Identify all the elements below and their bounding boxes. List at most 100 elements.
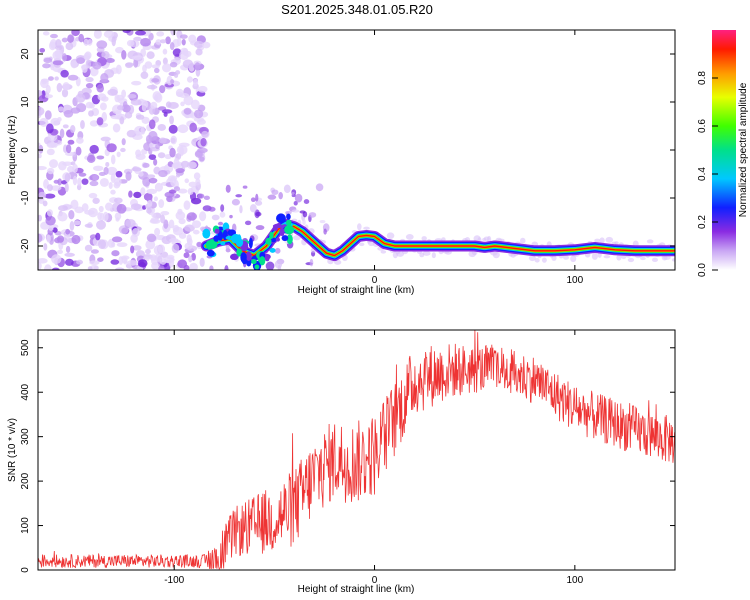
noise-blob	[274, 260, 283, 269]
noise-blob	[155, 143, 160, 150]
noise-blob	[487, 235, 492, 243]
noise-blob	[292, 235, 301, 241]
noise-blob	[81, 203, 89, 212]
noise-blob	[89, 180, 99, 187]
ridge-blob	[240, 252, 247, 263]
noise-blob	[63, 109, 74, 118]
noise-blob	[83, 52, 91, 61]
noise-blob	[84, 244, 93, 252]
noise-blob	[44, 94, 53, 99]
noise-blob	[651, 257, 659, 263]
noise-blob	[153, 245, 163, 255]
noise-blob	[61, 88, 69, 98]
noise-blob	[671, 258, 675, 262]
noise-blob	[131, 228, 140, 237]
noise-blob	[155, 253, 162, 262]
noise-blob	[85, 77, 94, 83]
noise-blob	[100, 136, 111, 142]
noise-blob	[170, 176, 177, 187]
noise-blob	[191, 252, 196, 261]
noise-blob	[50, 33, 58, 39]
noise-blob	[38, 261, 42, 270]
noise-blob	[61, 37, 68, 43]
noise-blob	[42, 63, 51, 69]
noise-blob	[81, 64, 88, 73]
noise-blob	[38, 214, 42, 222]
noise-blob	[51, 267, 60, 270]
noise-blob	[102, 211, 109, 222]
noise-blob	[56, 82, 63, 93]
noise-blob	[38, 106, 45, 116]
noise-blob	[570, 255, 577, 263]
colorbar: 0.0 0.2 0.4 0.6 0.8 Normalized spectral ampl…	[697, 30, 749, 277]
bottom-y-tick-label: 500	[20, 339, 31, 356]
noise-blob	[158, 169, 168, 178]
noise-blob	[135, 153, 146, 160]
noise-blob	[151, 78, 160, 83]
noise-blob	[115, 46, 124, 54]
noise-blob	[52, 227, 58, 233]
noise-blob	[111, 36, 116, 47]
ridge-blob	[284, 225, 295, 235]
noise-blob	[85, 82, 94, 89]
noise-blob	[178, 188, 188, 194]
noise-blob	[169, 61, 178, 68]
noise-blob	[149, 254, 158, 261]
noise-blob	[380, 250, 387, 254]
bottom-x-tick-label: -100	[164, 575, 184, 586]
noise-blob	[169, 115, 174, 125]
noise-blob	[64, 258, 74, 266]
spectrogram-ridge	[200, 213, 675, 270]
noise-blob	[127, 93, 137, 99]
noise-blob	[175, 168, 185, 174]
noise-blob	[594, 238, 601, 243]
colorbar-gradient	[712, 30, 736, 270]
noise-blob	[603, 255, 611, 259]
bottom-y-tick-label: 100	[20, 517, 31, 534]
noise-blob	[97, 257, 104, 262]
noise-blob	[42, 31, 50, 36]
noise-blob	[57, 205, 68, 212]
noise-blob	[110, 173, 116, 184]
noise-blob	[640, 256, 646, 261]
noise-blob	[45, 215, 56, 226]
noise-blob	[184, 224, 195, 232]
noise-blob	[231, 198, 240, 206]
noise-blob	[56, 235, 65, 243]
noise-blob	[146, 174, 156, 179]
noise-blob	[90, 249, 99, 254]
noise-blob	[184, 178, 190, 184]
noise-blob	[38, 144, 44, 154]
noise-blob	[551, 255, 557, 261]
noise-blob	[65, 228, 70, 235]
noise-blob	[49, 38, 58, 49]
noise-blob	[177, 208, 183, 215]
noise-blob	[162, 57, 168, 65]
noise-blob	[203, 195, 210, 201]
noise-blob	[57, 178, 63, 186]
noise-blob	[151, 212, 157, 218]
noise-blob	[187, 187, 194, 195]
ridge-blob	[227, 229, 237, 236]
noise-blob	[116, 242, 128, 248]
noise-blob	[116, 151, 121, 158]
noise-blob	[70, 125, 76, 134]
noise-blob	[250, 197, 256, 203]
ridge-blob	[248, 237, 253, 249]
noise-blob	[319, 219, 326, 224]
noise-blob	[244, 220, 252, 226]
noise-blob	[208, 206, 216, 212]
noise-blob	[84, 223, 93, 228]
noise-blob	[130, 99, 142, 106]
noise-blob	[62, 82, 70, 91]
noise-blob	[42, 200, 48, 207]
ridge-blob	[230, 233, 241, 244]
noise-blob	[239, 205, 243, 214]
noise-blob	[148, 130, 158, 141]
colorbar-tick-label: 0.6	[697, 119, 708, 133]
noise-blob	[170, 135, 177, 145]
noise-blob	[60, 69, 69, 78]
noise-blob	[186, 212, 198, 221]
noise-blob	[150, 217, 159, 224]
noise-blob	[184, 242, 193, 250]
